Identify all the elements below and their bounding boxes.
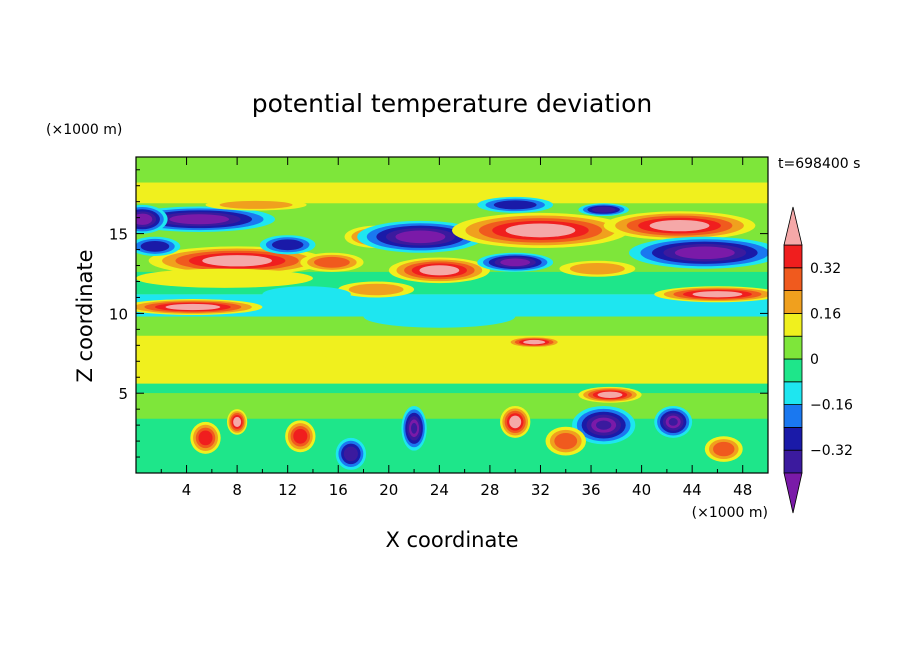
colorbar-tick-label: 0.32 xyxy=(810,261,841,277)
colorbar-box xyxy=(783,381,803,405)
x-tick-label: 28 xyxy=(480,481,499,499)
field-contour xyxy=(392,309,487,324)
field-contour xyxy=(320,259,343,266)
y-axis-label: Z coordinate xyxy=(73,249,97,382)
field-contour xyxy=(278,241,298,249)
field-band xyxy=(136,182,768,204)
colorbar-tick-label: −0.16 xyxy=(810,398,853,414)
y-tick-label: 15 xyxy=(109,226,128,244)
field-contour xyxy=(668,418,678,426)
field-contour xyxy=(602,392,618,397)
field-band xyxy=(136,383,768,394)
field-contour xyxy=(359,285,394,294)
field-contour xyxy=(233,202,279,208)
field-contour xyxy=(427,267,452,274)
colorbar-tick-label: −0.32 xyxy=(810,443,853,459)
x-axis-label: X coordinate xyxy=(385,528,518,552)
field-contour xyxy=(596,420,612,430)
field-contour xyxy=(248,350,327,366)
field-contour xyxy=(136,215,149,223)
field-contour xyxy=(506,260,525,265)
colorbar-box xyxy=(783,404,803,428)
field-contour xyxy=(405,353,499,370)
x-tick-label: 32 xyxy=(531,481,550,499)
field-contour xyxy=(717,444,731,454)
field-contour xyxy=(511,418,519,426)
colorbar-box xyxy=(783,449,803,474)
x-unit-label: (×1000 m) xyxy=(692,505,768,521)
field-contour xyxy=(653,346,732,361)
field-contour xyxy=(411,422,418,434)
field-contour xyxy=(527,340,541,344)
field-contour xyxy=(702,292,733,297)
x-axis: 4 8 12 16 20 24 28 32 36 40 44 48 xyxy=(160,157,752,499)
y-tick-label: 5 xyxy=(118,385,128,403)
time-label: t=698400 s xyxy=(778,156,860,172)
colorbar-box xyxy=(783,312,803,337)
field-contour xyxy=(558,436,573,447)
field-contour xyxy=(596,207,611,212)
colorbar-tick-label: 0 xyxy=(810,352,819,368)
colorbar-max-extension xyxy=(783,206,803,246)
field-contour xyxy=(215,257,259,265)
field-contour xyxy=(176,305,210,309)
chart-title: potential temperature deviation xyxy=(252,89,652,118)
x-tick-label: 44 xyxy=(683,481,702,499)
x-tick-label: 48 xyxy=(733,481,752,499)
x-tick-label: 40 xyxy=(632,481,651,499)
x-tick-label: 24 xyxy=(430,481,449,499)
field-contour xyxy=(146,243,164,250)
colorbar-box xyxy=(783,290,803,314)
colorbar-min-extension xyxy=(783,472,803,514)
x-tick-label: 20 xyxy=(379,481,398,499)
field-contour xyxy=(170,272,279,285)
colorbar-box xyxy=(783,267,803,291)
field-contour xyxy=(519,226,562,235)
x-tick-label: 12 xyxy=(278,481,297,499)
colorbar-box xyxy=(783,426,803,451)
field-contour xyxy=(234,418,240,426)
field-contour xyxy=(661,222,698,230)
x-tick-label: 36 xyxy=(581,481,600,499)
x-tick-label: 4 xyxy=(182,481,192,499)
field-contour xyxy=(295,431,305,441)
x-tick-label: 8 xyxy=(232,481,242,499)
field-contour xyxy=(201,433,210,443)
colorbar-box xyxy=(783,358,803,383)
y-unit-label: (×1000 m) xyxy=(46,122,122,138)
field-contour xyxy=(346,449,356,459)
colorbar-box xyxy=(783,335,803,360)
y-tick-label: 10 xyxy=(109,305,128,323)
field-contour xyxy=(405,232,436,241)
field-contour xyxy=(279,289,334,300)
colorbar-box xyxy=(783,244,803,269)
contour-field xyxy=(136,157,768,473)
field-contour xyxy=(580,265,615,273)
colorbar: 0.32 0.16 0 −0.16 −0.32 xyxy=(783,206,853,514)
field-contour xyxy=(686,248,724,257)
field-contour xyxy=(180,216,218,223)
x-tick-label: 16 xyxy=(329,481,348,499)
plot-frame xyxy=(135,156,769,474)
y-axis: 5 10 15 xyxy=(109,169,768,458)
field-contour xyxy=(502,202,529,208)
colorbar-tick-label: 0.16 xyxy=(810,306,841,322)
